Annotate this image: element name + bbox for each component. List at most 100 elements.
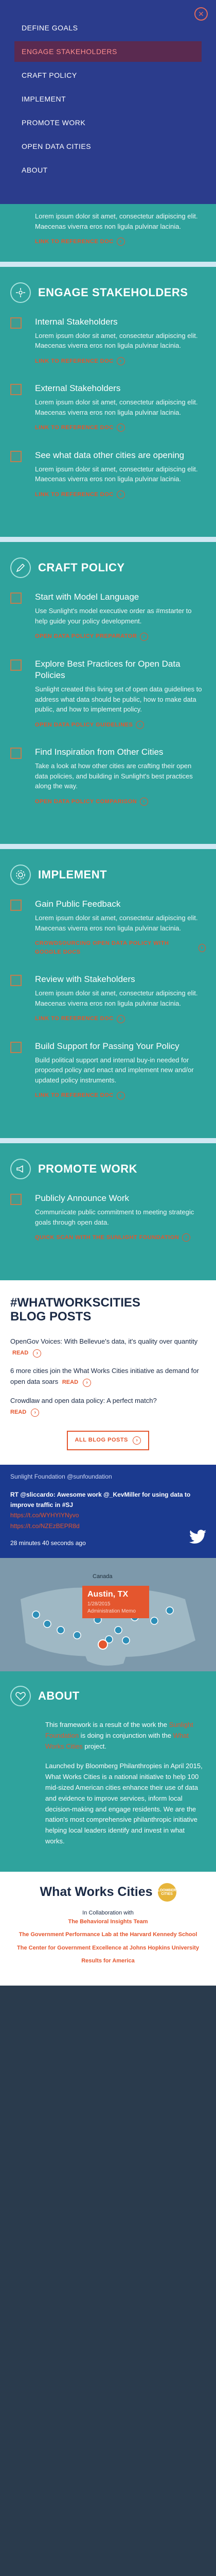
popup-subtitle: Administration Memo (87, 1608, 136, 1615)
reference-doc-link[interactable]: LINK TO REFERENCE DOC › (35, 423, 125, 432)
item-text: Take a look at how other cities are craf… (35, 762, 193, 790)
blog-post-text: 6 more cities join the What Works Cities… (10, 1367, 199, 1386)
reference-doc-link[interactable]: LINK TO REFERENCE DOC › (35, 357, 125, 366)
reference-doc-link[interactable]: OPEN DATA POLICY PREPARATOR › (35, 632, 149, 641)
item-text: Sunlight created this living set of open… (35, 685, 202, 714)
nav-menu: ✕ DEFINE GOALS ENGAGE STAKEHOLDERS CRAFT… (0, 0, 216, 204)
read-label: READ (12, 1349, 29, 1356)
footer-logo-row: What Works Cities BLOOMBERG CITIES (10, 1883, 206, 1902)
item-title: External Stakeholders (35, 383, 121, 394)
item-checkbox[interactable] (10, 975, 22, 987)
map-country-label: Canada (93, 1573, 113, 1580)
about-text: project. (82, 1742, 106, 1750)
partner-link[interactable]: The Center for Government Excellence at … (17, 1944, 199, 1951)
section-implement: IMPLEMENT Gain Public Feedback Lorem ips… (0, 849, 216, 1138)
twitter-bird-icon[interactable] (189, 1530, 207, 1547)
sunlight-foundation-link[interactable]: Sunlight Foundation (45, 1721, 193, 1739)
what-works-cities-logo[interactable]: What Works Cities (40, 1885, 153, 1900)
partner-link[interactable]: The Government Performance Lab at the Ha… (19, 1931, 197, 1938)
item-title: See what data other cities are opening (35, 450, 185, 460)
reference-doc-link[interactable]: LINK TO REFERENCE DOC › (35, 238, 125, 246)
arrow-right-icon: › (31, 1408, 40, 1417)
arrow-right-icon: › (140, 632, 149, 641)
item-text: Communicate public commitment to meeting… (35, 1208, 194, 1226)
item-checkbox[interactable] (10, 1041, 22, 1053)
link-label: OPEN DATA POLICY GUIDELINES (35, 721, 133, 728)
nav-item-define-goals[interactable]: DEFINE GOALS (22, 24, 78, 32)
link-label: QUICK SCAN WITH THE SUNLIGHT FOUNDATION (35, 1234, 179, 1241)
section-promote-work: PROMOTE WORK Publicly Announce Work Comm… (0, 1143, 216, 1280)
item-checkbox[interactable] (10, 384, 22, 396)
reference-doc-link[interactable]: OPEN DATA POLICY GUIDELINES › (35, 720, 145, 730)
reference-doc-link[interactable]: LINK TO REFERENCE DOC › (35, 1014, 125, 1023)
section-header: ABOUT (10, 1686, 206, 1707)
about-text: is doing in conjunction with the (79, 1731, 173, 1739)
item-checkbox[interactable] (10, 317, 22, 329)
blog-title-line1: #WHATWORKSCITIES (10, 1295, 140, 1310)
link-label: OPEN DATA POLICY COMPARISON (35, 798, 137, 805)
reference-doc-link[interactable]: OPEN DATA POLICY COMPARISON › (35, 797, 149, 806)
item-checkbox[interactable] (10, 592, 22, 604)
popup-city: Austin, TX (87, 1590, 129, 1599)
section-craft-policy: CRAFT POLICY Start with Model Language U… (0, 542, 216, 844)
about-paragraph: Launched by Bloomberg Philanthropies in … (45, 1762, 203, 1845)
arrow-right-icon: › (136, 720, 145, 729)
collaboration-intro: In Collaboration with (82, 1909, 134, 1916)
link-label: LINK TO REFERENCE DOC (35, 491, 114, 498)
item-text: Lorem ipsum dolor sit amet, consectetur … (35, 989, 198, 1007)
item-title: Build Support for Passing Your Policy (35, 1041, 179, 1051)
city-popup[interactable]: Austin, TX 1/28/2015 Administration Memo (82, 1586, 149, 1619)
arrow-right-icon: › (116, 423, 125, 432)
open-data-cities-map[interactable]: Canada Austin, TX 1/28/2015 Administrati… (0, 1558, 216, 1672)
section-divider (0, 261, 216, 267)
reference-doc-link[interactable]: LINK TO REFERENCE DOC › (35, 1091, 125, 1100)
section-engage-stakeholders: ENGAGE STAKEHOLDERS Internal Stakeholder… (0, 266, 216, 537)
checklist-item: Gain Public Feedback Lorem ipsum dolor s… (10, 899, 206, 956)
button-label: ALL BLOG POSTS (75, 1436, 128, 1443)
partner-link[interactable]: The Behavioral Insights Team (68, 1918, 148, 1925)
item-title: Review with Stakeholders (35, 974, 135, 985)
item-checkbox[interactable] (10, 659, 22, 671)
item-checkbox[interactable] (10, 1193, 22, 1205)
read-link[interactable]: READ › (62, 1379, 92, 1387)
blog-title: #WHATWORKSCITIES BLOG POSTS (10, 1296, 206, 1324)
reference-doc-link[interactable]: CROWDSOURCING OPEN DATA POLICY WITH GOOG… (35, 939, 206, 956)
nav-item-craft-policy[interactable]: CRAFT POLICY (22, 71, 77, 79)
what-works-cities-link[interactable]: What Works Cities (45, 1731, 189, 1750)
checklist-item: Review with Stakeholders Lorem ipsum dol… (10, 974, 206, 1023)
nav-item-implement[interactable]: IMPLEMENT (22, 95, 66, 103)
item-checkbox[interactable] (10, 450, 22, 462)
arrow-right-icon: › (83, 1379, 92, 1387)
tweet-link[interactable]: https://t.co/NZEzBEPR8d (10, 1522, 80, 1530)
arrow-right-icon: › (116, 357, 125, 365)
item-text: Lorem ipsum dolor sit amet, consectetur … (35, 465, 198, 483)
read-link[interactable]: READ › (10, 1408, 40, 1417)
item-checkbox[interactable] (10, 900, 22, 911)
link-label: LINK TO REFERENCE DOC (35, 1092, 114, 1099)
reference-doc-link[interactable]: QUICK SCAN WITH THE SUNLIGHT FOUNDATION › (35, 1233, 191, 1242)
nav-item-about[interactable]: ABOUT (22, 166, 48, 174)
popup-date: 1/28/2015 (87, 1601, 111, 1607)
read-link[interactable]: READ › (12, 1349, 42, 1358)
all-blog-posts-button[interactable]: ALL BLOG POSTS › (67, 1430, 149, 1450)
section-title: CRAFT POLICY (38, 561, 125, 574)
read-label: READ (62, 1379, 79, 1386)
checklist-item: Start with Model Language Use Sunlight's… (10, 591, 206, 641)
reference-doc-link[interactable]: LINK TO REFERENCE DOC › (35, 490, 125, 499)
item-checkbox[interactable] (10, 748, 22, 759)
close-icon[interactable]: ✕ (194, 7, 208, 21)
blog-title-line2: BLOG POSTS (10, 1310, 92, 1324)
section-header: CRAFT POLICY (10, 557, 206, 579)
section-divider (0, 1138, 216, 1143)
about-text: This framework is a result of the work t… (45, 1721, 169, 1729)
nav-item-open-data-cities[interactable]: OPEN DATA CITIES (22, 142, 92, 150)
link-label: CROWDSOURCING OPEN DATA POLICY WITH GOOG… (35, 940, 169, 955)
pencil-icon (10, 557, 31, 579)
nav-item-engage-stakeholders[interactable]: ENGAGE STAKEHOLDERS (14, 41, 202, 62)
tweet-link[interactable]: https://t.co/WYHYIYNyvo (10, 1512, 79, 1519)
partner-link[interactable]: Results for America (81, 1958, 135, 1964)
footer: What Works Cities BLOOMBERG CITIES In Co… (0, 1871, 216, 1986)
item-text: Lorem ipsum dolor sit amet, consectetur … (35, 212, 198, 230)
nav-item-promote-work[interactable]: PROMOTE WORK (22, 118, 86, 127)
megaphone-icon (10, 1158, 31, 1179)
